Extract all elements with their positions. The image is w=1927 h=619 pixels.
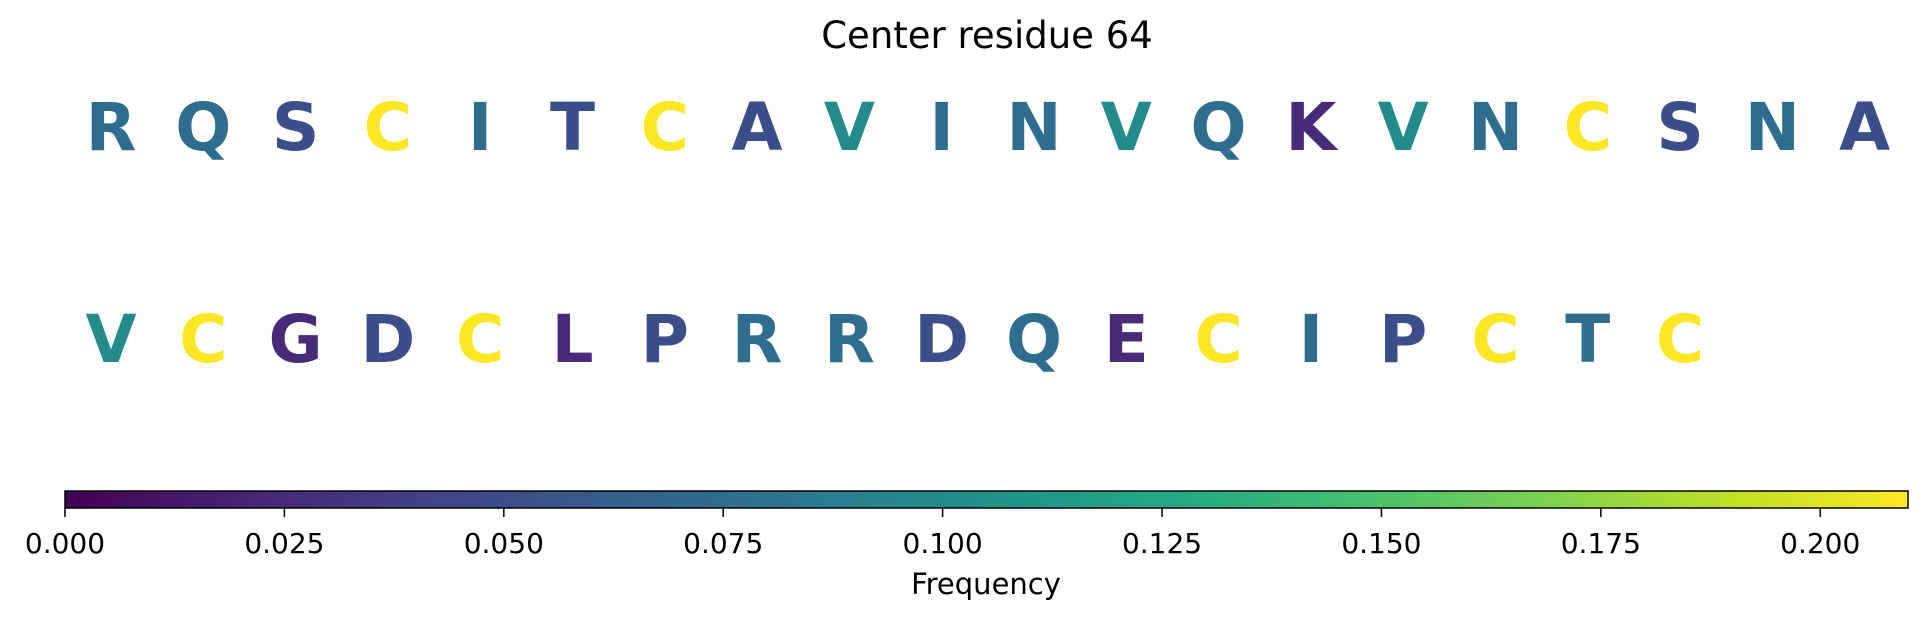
colorbar [64,490,1909,509]
residue-letter: I [1299,301,1324,378]
residue-letter: D [914,301,969,378]
colorbar-ticks: 0.000 0.025 0.050 0.075 0.100 0.125 0.150 0.175… [25,508,1860,560]
colorbar-tick-label: 0.175 [1561,527,1641,560]
residue-letter: E [1104,301,1149,378]
residue-letter: Q [175,89,231,166]
residue-letter: Q [1006,301,1062,378]
colorbar-tick-label: 0.100 [903,527,983,560]
residue-letter: R [86,89,137,166]
residue-letter: R [824,301,875,378]
residue-letter: C [641,89,689,166]
colorbar-tick-label: 0.200 [1780,527,1860,560]
colorbar-tick-label: 0.150 [1341,527,1421,560]
residue-letter: Q [1191,89,1247,166]
residue-letter: N [1468,89,1523,166]
residue-letter: C [456,301,504,378]
residue-letter: D [361,301,416,378]
residue-letter: G [269,301,323,378]
residue-letter: C [1656,301,1704,378]
residue-letter: C [364,89,412,166]
residue-letter: V [1378,89,1429,166]
residue-letter: I [929,89,954,166]
residue-letter: I [468,89,493,166]
residue-letter: P [641,301,689,378]
residue-grid: R Q S C I T C A V I N V Q K V N C S N AV C G D C L P R R D Q E C I P C T C [85,89,1890,378]
residue-letter: N [1006,89,1061,166]
chart-title: Center residue 64 [821,14,1153,57]
residue-letter: C [179,301,227,378]
colorbar-label: Frequency [911,567,1061,601]
residue-letter: C [1194,301,1242,378]
residue-letter: S [1656,89,1704,166]
residue-letter: C [1471,301,1519,378]
colorbar-tick-label: 0.000 [25,527,105,560]
residue-letter: A [732,89,783,166]
colorbar-tick-label: 0.125 [1122,527,1202,560]
residue-letter: L [551,301,593,378]
colorbar-tick-label: 0.050 [464,527,544,560]
residue-letter: P [1379,301,1427,378]
residue-letter: N [1745,89,1800,166]
colorbar-tick-label: 0.025 [244,527,324,560]
residue-letter: V [824,89,875,166]
residue-letter: R [732,301,783,378]
colorbar-tick-label: 0.075 [683,527,763,560]
residue-letter: V [1101,89,1152,166]
residue-letter: A [1839,89,1890,166]
residue-letter: C [1564,89,1612,166]
residue-letter: T [1565,301,1610,378]
residue-letter: V [85,301,136,378]
residue-letter: K [1285,89,1339,166]
residue-letter: T [550,89,595,166]
residue-letter: S [272,89,320,166]
